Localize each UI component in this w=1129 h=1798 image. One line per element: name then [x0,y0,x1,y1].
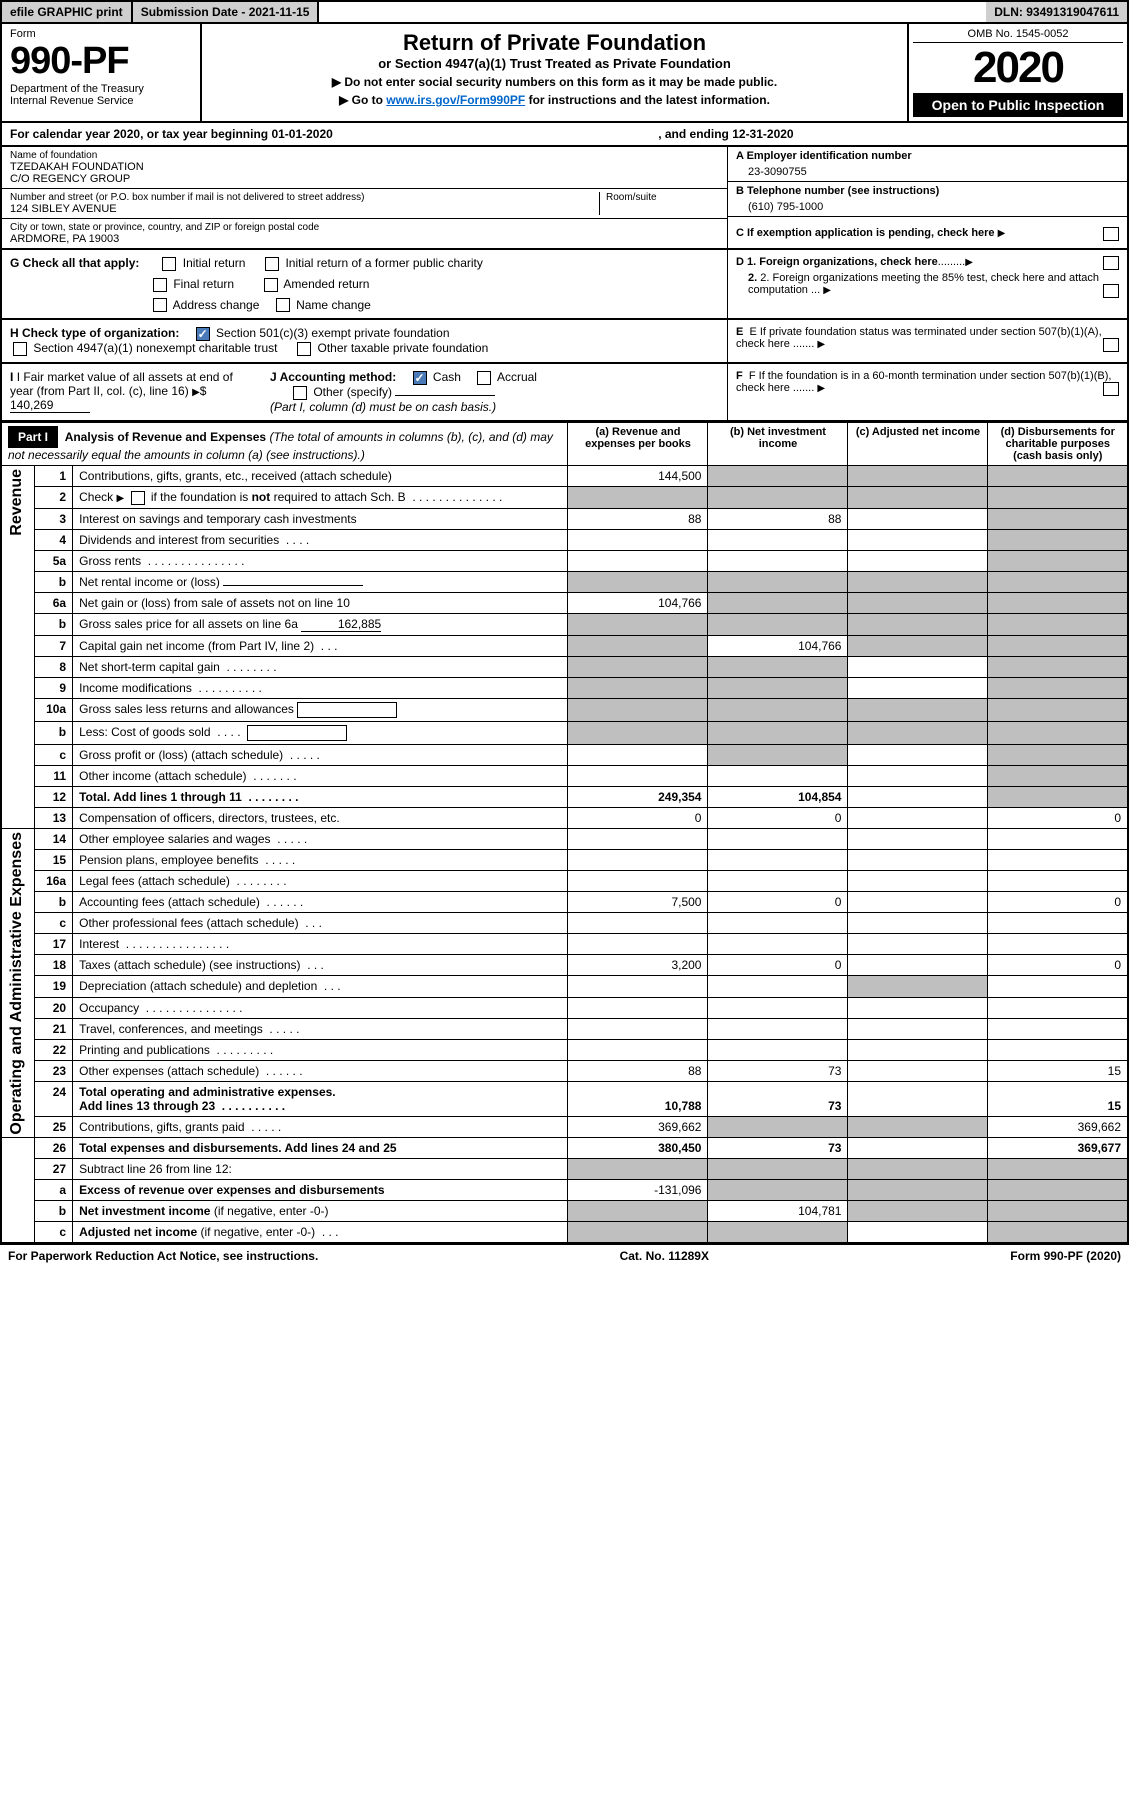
ein-label: A Employer identification number [736,150,1119,162]
city-state-zip: ARDMORE, PA 19003 [10,233,719,245]
j-label: J Accounting method: [270,370,396,384]
phone-label: B Telephone number (see instructions) [736,185,1119,197]
initial-return-checkbox[interactable] [162,257,176,271]
phone-value: (610) 795-1000 [736,197,1119,213]
arrow-icon [965,256,973,268]
j-note: (Part I, column (d) must be on cash basi… [270,400,719,414]
ein-value: 23-3090755 [736,162,1119,178]
amended-return-checkbox[interactable] [264,278,278,292]
other-method-checkbox[interactable] [293,386,307,400]
arrow-icon [817,338,825,350]
name-change-checkbox[interactable] [276,298,290,312]
city-label: City or town, state or province, country… [10,222,719,233]
foundation-name-1: TZEDAKAH FOUNDATION [10,161,719,173]
arrow-icon [998,227,1006,239]
name-label: Name of foundation [10,150,719,161]
col-c-header: (c) Adjusted net income [848,422,988,465]
d1-checkbox[interactable] [1103,256,1119,270]
efile-label[interactable]: efile GRAPHIC print [2,2,133,22]
exemption-pending-label: C If exemption application is pending, c… [736,227,995,239]
part1-table: Part I Analysis of Revenue and Expenses … [0,422,1129,1244]
header-right: OMB No. 1545-0052 2020 Open to Public In… [907,24,1127,121]
part1-label: Part I [8,426,58,448]
i-label: I Fair market value of all assets at end… [10,370,233,398]
g-label: G Check all that apply: [10,256,139,270]
fmv-value: 140,269 [10,398,90,413]
part1-title: Analysis of Revenue and Expenses [65,430,266,444]
d1-label: D 1. Foreign organizations, check here [736,256,938,268]
checks-section-g: G Check all that apply: Initial return I… [0,250,1129,320]
col-a-header: (a) Revenue and expenses per books [568,422,708,465]
h-label: H Check type of organization: [10,326,179,340]
exemption-pending-checkbox[interactable] [1103,227,1119,241]
header-left: Form 990-PF Department of the Treasury I… [2,24,202,121]
checks-section-ij: I I Fair market value of all assets at e… [0,364,1129,422]
other-taxable-checkbox[interactable] [297,342,311,356]
cat-number: Cat. No. 11289X [620,1249,709,1263]
irs-link[interactable]: www.irs.gov/Form990PF [386,93,525,107]
arrow-icon [192,384,200,398]
schb-checkbox[interactable] [131,491,145,505]
page-footer: For Paperwork Reduction Act Notice, see … [0,1244,1129,1267]
col-b-header: (b) Net investment income [708,422,848,465]
instr-2: ▶ Go to www.irs.gov/Form990PF for instru… [214,93,895,107]
tax-year: 2020 [913,43,1123,93]
4947a1-checkbox[interactable] [13,342,27,356]
room-label: Room/suite [606,192,719,203]
501c3-checkbox[interactable] [196,327,210,341]
arrow-icon [823,284,831,296]
form-footer-label: Form 990-PF (2020) [1010,1249,1121,1263]
f-checkbox[interactable] [1103,382,1119,396]
initial-former-checkbox[interactable] [265,257,279,271]
omb-number: OMB No. 1545-0052 [913,28,1123,43]
calyear-begin: For calendar year 2020, or tax year begi… [10,127,333,141]
e-label: E If private foundation status was termi… [736,326,1102,350]
form-header: Form 990-PF Department of the Treasury I… [0,24,1129,123]
d2-checkbox[interactable] [1103,284,1119,298]
calyear-end: , and ending 12-31-2020 [658,127,793,141]
street-address: 124 SIBLEY AVENUE [10,203,599,215]
d2-label: 2. Foreign organizations meeting the 85%… [748,272,1099,296]
calendar-year-row: For calendar year 2020, or tax year begi… [0,123,1129,147]
final-return-checkbox[interactable] [153,278,167,292]
e-checkbox[interactable] [1103,338,1119,352]
foundation-info: Name of foundation TZEDAKAH FOUNDATION C… [0,147,1129,250]
submission-date: Submission Date - 2021-11-15 [133,2,320,22]
address-change-checkbox[interactable] [153,298,167,312]
accrual-checkbox[interactable] [477,371,491,385]
spacer [319,2,986,22]
header-center: Return of Private Foundation or Section … [202,24,907,121]
addr-label: Number and street (or P.O. box number if… [10,192,599,203]
revenue-section-label: Revenue [8,469,26,536]
arrow-icon [817,382,825,394]
paperwork-notice: For Paperwork Reduction Act Notice, see … [8,1249,318,1263]
line6b-value: 162,885 [301,617,381,632]
dept-treasury: Department of the Treasury [10,83,192,95]
form-label: Form [10,28,192,40]
cash-checkbox[interactable] [413,371,427,385]
col-d-header: (d) Disbursements for charitable purpose… [988,422,1128,465]
dln: DLN: 93491319047611 [986,2,1127,22]
opex-section-label: Operating and Administrative Expenses [8,832,26,1135]
irs-label: Internal Revenue Service [10,95,192,107]
form-title: Return of Private Foundation [214,30,895,56]
top-bar: efile GRAPHIC print Submission Date - 20… [0,0,1129,24]
f-label: F If the foundation is in a 60-month ter… [736,370,1111,394]
checks-section-h: H Check type of organization: Section 50… [0,320,1129,364]
instr-1: ▶ Do not enter social security numbers o… [214,75,895,89]
open-to-public: Open to Public Inspection [913,93,1123,117]
foundation-name-2: C/O REGENCY GROUP [10,173,719,185]
form-subtitle: or Section 4947(a)(1) Trust Treated as P… [214,56,895,71]
form-number: 990-PF [10,40,192,83]
